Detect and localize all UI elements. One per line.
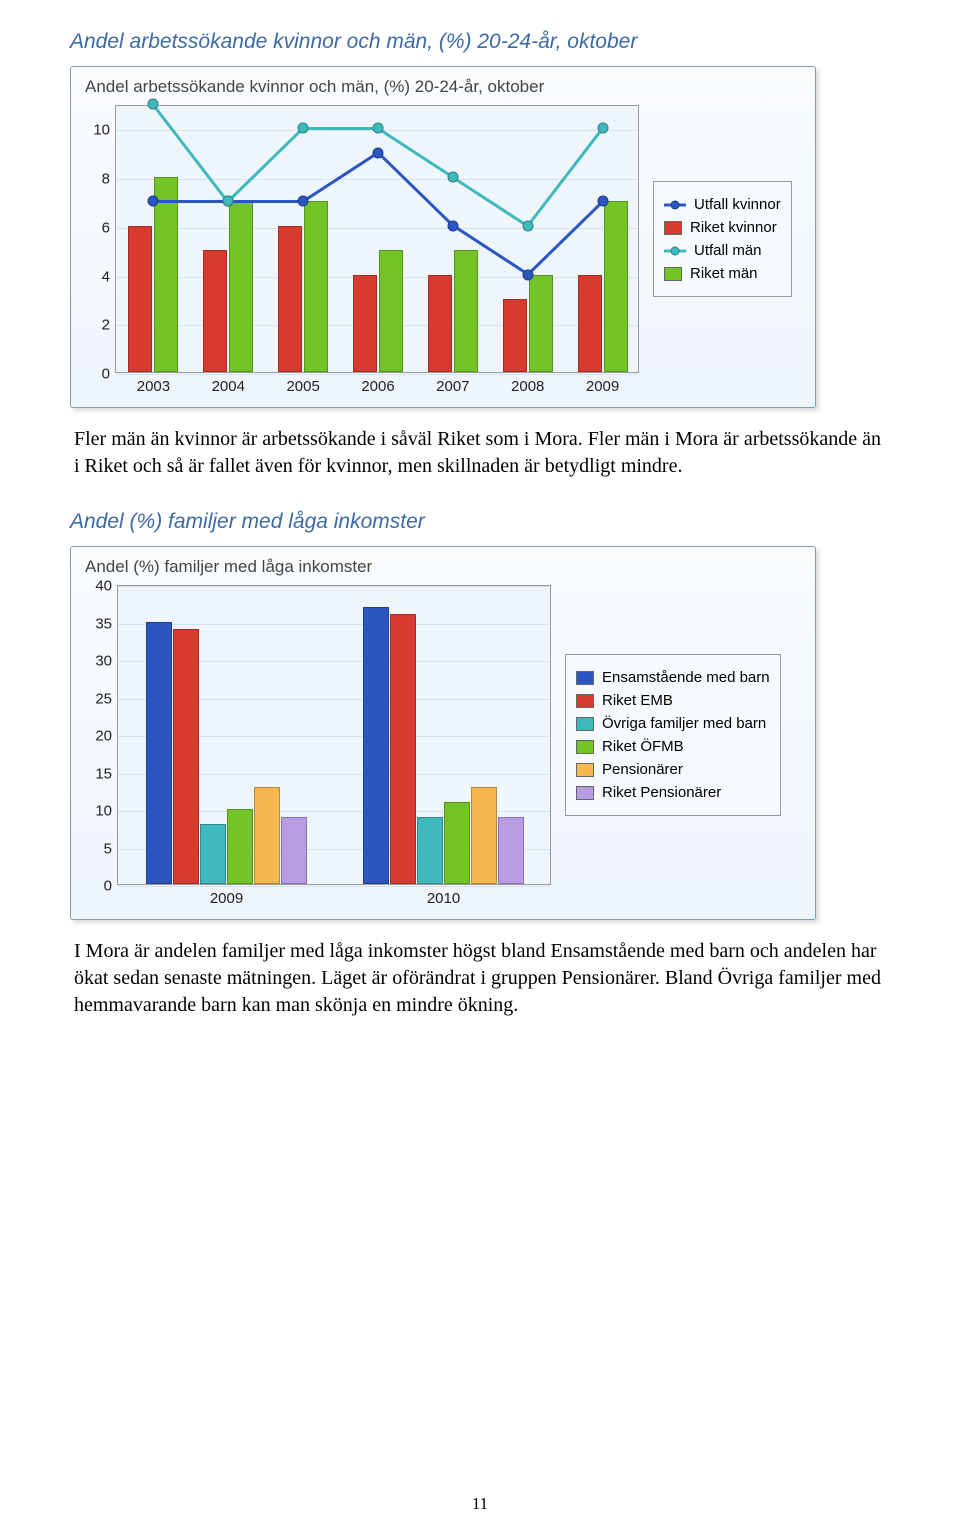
chart1-bar xyxy=(128,226,152,372)
chart1-bar xyxy=(304,201,328,372)
chart1-legend-item: Riket män xyxy=(664,265,781,282)
chart1-marker xyxy=(522,220,533,231)
chart1-bar xyxy=(229,201,253,372)
chart1-line-seg xyxy=(153,200,228,203)
chart2-ytick: 10 xyxy=(95,803,118,820)
chart2-legend-item: Riket Pensionärer xyxy=(576,784,770,801)
chart1-ytick: 4 xyxy=(102,268,116,285)
chart1-line-seg xyxy=(227,127,304,202)
chart1-bar xyxy=(604,201,628,372)
chart1-xtick: 2008 xyxy=(511,372,544,395)
chart2-ytick: 5 xyxy=(104,840,118,857)
section-heading-1: Andel arbetssökande kvinnor och män, (%)… xyxy=(70,30,890,54)
chart1-xtick: 2003 xyxy=(137,372,170,395)
chart2-ytick: 30 xyxy=(95,653,118,670)
chart1-marker xyxy=(223,196,234,207)
chart1-marker xyxy=(298,196,309,207)
chart2-ytick: 15 xyxy=(95,765,118,782)
chart1-marker xyxy=(148,99,159,110)
chart1-xtick: 2004 xyxy=(212,372,245,395)
chart2-bar xyxy=(173,629,199,884)
chart2-ytick: 35 xyxy=(95,615,118,632)
chart1-ytick: 6 xyxy=(102,219,116,236)
chart1-xtick: 2006 xyxy=(361,372,394,395)
chart2-bar xyxy=(146,622,172,885)
chart2-legend-item: Riket EMB xyxy=(576,692,770,709)
chart1-xtick: 2005 xyxy=(286,372,319,395)
chart2-legend-item: Riket ÖFMB xyxy=(576,738,770,755)
chart2-bar xyxy=(363,607,389,885)
chart1-bar xyxy=(428,275,452,372)
paragraph-2: I Mora är andelen familjer med låga inko… xyxy=(74,938,886,1019)
chart2-ytick: 25 xyxy=(95,690,118,707)
chart1-container: Andel arbetssökande kvinnor och män, (%)… xyxy=(70,66,816,408)
chart1-bar xyxy=(278,226,302,372)
chart1-legend: Utfall kvinnor Riket kvinnor Utfall män Rik… xyxy=(653,181,792,297)
chart2-ytick: 0 xyxy=(104,878,118,895)
paragraph-1: Fler män än kvinnor är arbetssökande i s… xyxy=(74,426,886,480)
chart2-ytick: 20 xyxy=(95,728,118,745)
chart1-marker xyxy=(298,123,309,134)
chart1-bar xyxy=(529,275,553,372)
chart2-container: Andel (%) familjer med låga inkomster 05… xyxy=(70,546,816,920)
chart1-line-seg xyxy=(377,152,454,227)
chart1-line-seg xyxy=(303,127,378,130)
chart1-marker xyxy=(522,269,533,280)
chart1-bar xyxy=(503,299,527,372)
chart2-title: Andel (%) familjer med låga inkomster xyxy=(71,547,815,585)
chart1-marker xyxy=(148,196,159,207)
chart1-title: Andel arbetssökande kvinnor och män, (%)… xyxy=(71,67,815,105)
chart1-bar xyxy=(154,177,178,372)
chart1-marker xyxy=(447,172,458,183)
chart2-bar xyxy=(444,802,470,885)
chart2-plot: 051015202530354020092010 xyxy=(117,585,551,885)
chart1-line-seg xyxy=(452,176,528,227)
chart2-legend-item: Pensionärer xyxy=(576,761,770,778)
page-number: 11 xyxy=(0,1494,960,1514)
chart1-bar xyxy=(353,275,377,372)
chart1-bar xyxy=(578,275,602,372)
chart1-ytick: 10 xyxy=(93,122,116,139)
chart1-line-seg xyxy=(228,200,303,203)
chart1-line-seg xyxy=(377,127,453,178)
chart2-bar xyxy=(471,787,497,885)
chart2-legend: Ensamstående med barn Riket EMB Övriga fam… xyxy=(565,654,781,816)
chart1-line-seg xyxy=(302,151,378,202)
chart1-marker xyxy=(373,123,384,134)
chart1-legend-item: Utfall män xyxy=(664,242,781,259)
chart2-bar xyxy=(417,817,443,885)
chart1-marker xyxy=(373,147,384,158)
chart1-legend-item: Utfall kvinnor xyxy=(664,196,781,213)
chart1-bar xyxy=(379,250,403,372)
chart2-bar xyxy=(254,787,280,885)
chart2-bar xyxy=(200,824,226,884)
chart2-bar xyxy=(498,817,524,885)
chart1-bar xyxy=(454,250,478,372)
chart1-marker xyxy=(597,196,608,207)
chart1-plot: 02468102003200420052006200720082009 xyxy=(115,105,639,373)
chart2-xtick: 2009 xyxy=(210,884,243,907)
chart1-xtick: 2007 xyxy=(436,372,469,395)
chart1-bar xyxy=(203,250,227,372)
chart2-legend-item: Övriga familjer med barn xyxy=(576,715,770,732)
chart1-ytick: 2 xyxy=(102,317,116,334)
chart2-xtick: 2010 xyxy=(427,884,460,907)
chart2-bar xyxy=(227,809,253,884)
chart1-xtick: 2009 xyxy=(586,372,619,395)
chart1-ytick: 8 xyxy=(102,171,116,188)
chart2-ytick: 40 xyxy=(95,578,118,595)
chart2-legend-item: Ensamstående med barn xyxy=(576,669,770,686)
chart2-bar xyxy=(281,817,307,885)
chart1-marker xyxy=(447,220,458,231)
section-heading-2: Andel (%) familjer med låga inkomster xyxy=(70,510,890,534)
chart2-bar xyxy=(390,614,416,884)
chart1-legend-item: Riket kvinnor xyxy=(664,219,781,236)
chart1-marker xyxy=(597,123,608,134)
chart1-ytick: 0 xyxy=(102,366,116,383)
